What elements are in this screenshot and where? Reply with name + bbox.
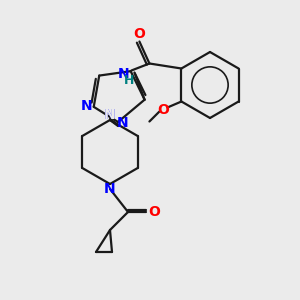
Text: N: N	[104, 182, 116, 196]
Text: O: O	[148, 205, 160, 219]
Text: N: N	[104, 108, 116, 122]
Text: N: N	[104, 108, 116, 122]
Text: N: N	[81, 99, 92, 113]
Text: O: O	[134, 28, 146, 41]
Text: O: O	[158, 103, 169, 116]
Text: N: N	[118, 67, 129, 80]
Text: N: N	[117, 116, 129, 130]
Text: H: H	[124, 74, 135, 87]
